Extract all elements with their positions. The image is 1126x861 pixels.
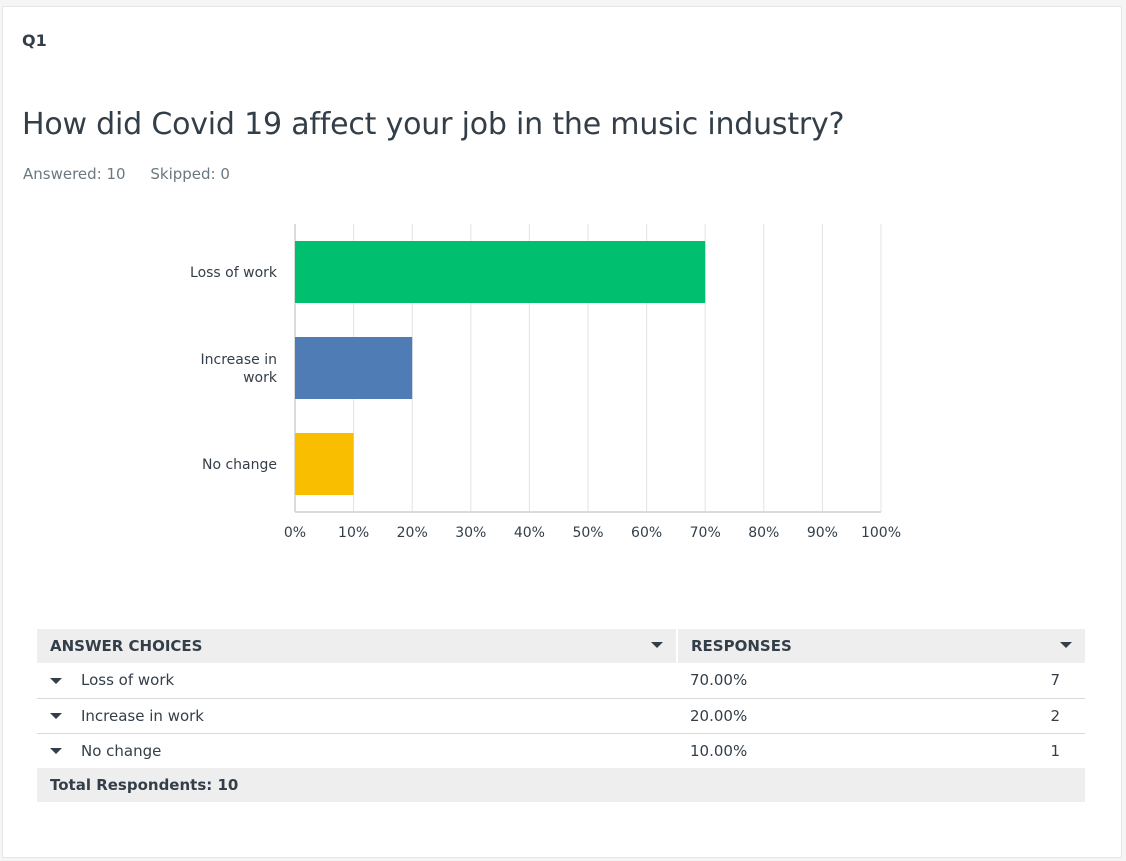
skipped-count: Skipped: 0 — [150, 165, 230, 183]
x-tick-label: 10% — [338, 525, 369, 541]
response-count: 2 — [907, 698, 1085, 734]
x-tick-label: 60% — [631, 525, 662, 541]
category-label-line: No change — [202, 457, 277, 473]
response-count: 1 — [1050, 741, 1060, 760]
bar — [295, 241, 706, 303]
x-tick-label: 30% — [455, 525, 486, 541]
bar — [295, 337, 413, 399]
table-row: Increase in work 20.00% 2 — [37, 698, 1085, 734]
response-percent: 70.00% — [677, 663, 907, 699]
answer-choice-cell: Increase in work — [37, 698, 677, 734]
responses-header-label: RESPONSES — [691, 637, 792, 655]
answered-count: Answered: 10 — [23, 165, 126, 183]
answer-choice-label: Increase in work — [81, 706, 204, 725]
x-tick-label: 100% — [861, 525, 901, 541]
answer-choices-header-label: ANSWER CHOICES — [50, 637, 203, 655]
table-row: Loss of work 70.00% 7 — [37, 663, 1085, 699]
question-title: How did Covid 19 affect your job in the … — [22, 107, 845, 142]
x-tick-label: 0% — [284, 525, 306, 541]
answer-choice-label: No change — [81, 741, 162, 760]
x-tick-label: 80% — [748, 525, 779, 541]
expand-caret-icon[interactable] — [50, 677, 62, 684]
expand-caret-icon[interactable] — [50, 748, 62, 755]
category-label-line: Loss of work — [190, 265, 278, 281]
answer-choice-cell: Loss of work — [37, 663, 677, 699]
question-number: Q1 — [22, 31, 47, 50]
bar-chart: 0% 10% 20% 30% 40% 50% 60% 70% 80% 90% 100% Loss of… — [190, 224, 901, 541]
answer-choice-cell: No change — [37, 733, 677, 768]
x-tick-label: 20% — [397, 525, 428, 541]
x-tick-label: 90% — [807, 525, 838, 541]
category-label: No change — [202, 457, 277, 473]
category-label-line: Increase in — [201, 352, 277, 368]
sort-down-icon[interactable] — [1060, 642, 1072, 648]
x-tick-label: 50% — [572, 525, 603, 541]
expand-caret-icon[interactable] — [50, 713, 62, 719]
response-percent: 20.00% — [677, 698, 907, 734]
responses-header[interactable]: RESPONSES — [677, 629, 1085, 663]
x-tick-label: 40% — [514, 525, 545, 541]
response-stats: Answered: 10 Skipped: 0 — [23, 165, 250, 183]
bar — [295, 433, 354, 495]
category-label: Loss of work — [190, 265, 278, 281]
table-row: No change 10.00% 1 — [37, 733, 1085, 768]
response-count: 7 — [907, 663, 1085, 699]
sort-down-icon[interactable] — [651, 642, 663, 648]
category-label-line: work — [243, 370, 278, 386]
response-percent: 10.00% — [690, 741, 748, 760]
answer-choices-header[interactable]: ANSWER CHOICES — [37, 629, 678, 663]
x-tick-label: 70% — [690, 525, 721, 541]
answer-table: ANSWER CHOICES RESPONSES Loss of work 70… — [37, 629, 1085, 802]
category-label: Increase in work — [201, 352, 278, 386]
total-respondents: Total Respondents: 10 — [37, 768, 1085, 802]
answer-choice-label: Loss of work — [81, 671, 175, 690]
